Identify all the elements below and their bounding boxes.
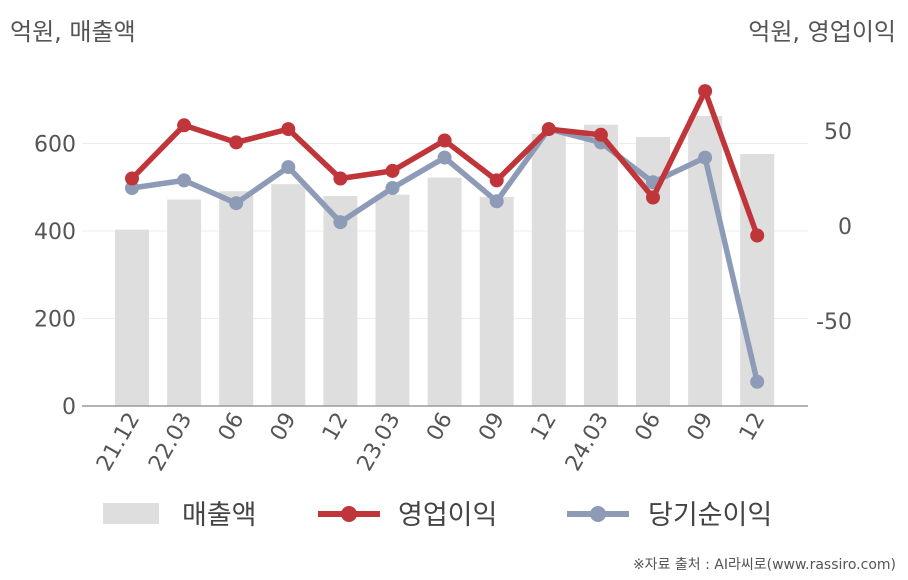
data-point <box>385 163 400 178</box>
data-point <box>750 374 765 389</box>
data-point <box>333 171 348 186</box>
left-axis-unit: 억원, 매출액 <box>10 18 136 46</box>
data-point <box>177 173 192 188</box>
data-point <box>437 133 452 148</box>
legend-swatch <box>103 503 159 524</box>
data-point <box>385 181 400 195</box>
data-point <box>541 122 556 137</box>
source-note: ※자료 출처 : AI라씨로(www.rassiro.com) <box>632 557 896 573</box>
x-tick-label: 21.12 <box>92 409 145 476</box>
right-tick-label: 0 <box>838 215 852 240</box>
data-point <box>177 118 192 133</box>
data-point <box>281 160 296 175</box>
right-tick-label: -50 <box>816 310 852 335</box>
bar <box>583 124 618 406</box>
left-tick-label: 600 <box>34 133 76 158</box>
right-axis-ticks: -50 0 50 <box>816 120 852 335</box>
x-tick-label: 23.03 <box>353 409 406 476</box>
data-point <box>646 190 660 205</box>
bar <box>219 191 254 406</box>
data-point <box>698 84 713 99</box>
data-point <box>125 171 139 186</box>
legend-marker <box>590 506 606 522</box>
x-tick-label: 06 <box>214 409 250 446</box>
x-tick-label: 09 <box>266 409 302 446</box>
legend-label: 당기순이익 <box>648 500 772 531</box>
data-point <box>333 215 348 230</box>
legend-marker <box>341 506 357 522</box>
bar <box>323 196 358 406</box>
left-tick-label: 0 <box>62 395 76 420</box>
x-tick-label: 12 <box>318 409 354 446</box>
data-point <box>437 150 452 165</box>
x-tick-label: 12 <box>735 409 771 446</box>
data-point <box>489 194 504 209</box>
right-axis-unit: 억원, 영업이익 <box>748 18 896 46</box>
x-tick-label: 09 <box>474 409 510 446</box>
line-series <box>125 84 765 389</box>
bar <box>271 184 306 406</box>
bar <box>167 199 202 406</box>
data-point <box>489 173 504 188</box>
bar-series-revenue <box>115 115 775 406</box>
bar <box>479 196 514 406</box>
bar <box>531 133 566 406</box>
bar <box>375 194 410 406</box>
x-tick-label: 12 <box>526 409 562 446</box>
left-axis-ticks: 0 200 400 600 <box>34 133 76 421</box>
x-tick-label: 09 <box>683 409 719 446</box>
right-tick-label: 50 <box>824 120 852 145</box>
x-tick-label: 24.03 <box>561 409 614 476</box>
bar <box>427 177 462 406</box>
data-point <box>229 135 244 150</box>
left-tick-label: 400 <box>34 220 76 245</box>
data-point <box>698 150 713 165</box>
bar <box>740 154 775 406</box>
x-tick-label: 06 <box>422 409 458 446</box>
bar <box>115 229 149 406</box>
data-point <box>593 127 608 142</box>
left-tick-label: 200 <box>34 308 76 333</box>
data-point <box>229 196 244 211</box>
data-point <box>750 228 765 243</box>
x-tick-label: 22.03 <box>144 409 197 476</box>
x-tick-label: 06 <box>631 409 667 446</box>
legend: 매출액 영업이익 당기순이익 <box>103 500 772 531</box>
legend-label: 영업이익 <box>398 500 497 531</box>
data-point <box>281 122 296 137</box>
legend-label: 매출액 <box>182 500 257 531</box>
